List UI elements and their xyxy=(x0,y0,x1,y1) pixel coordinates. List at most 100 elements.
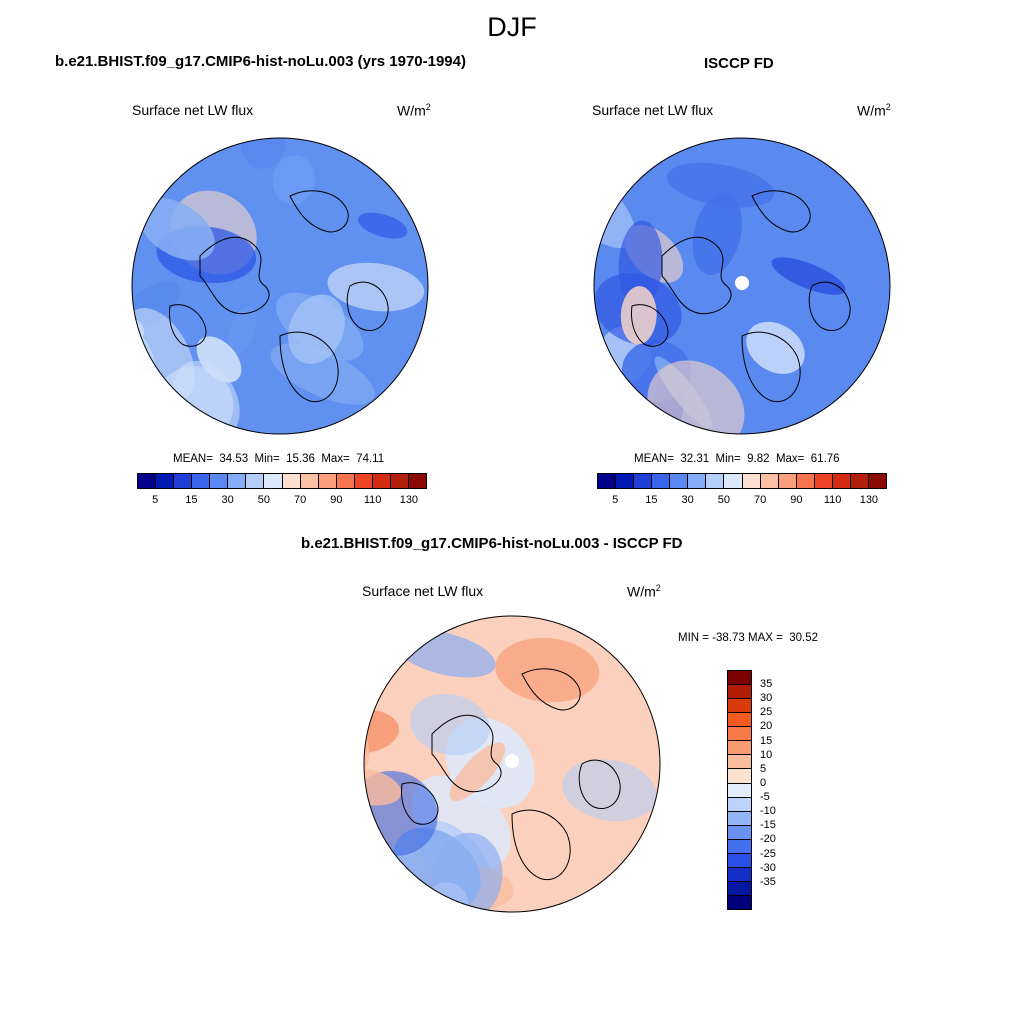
panel-3-minmax: MIN = -38.73 MAX = 30.52 xyxy=(678,632,818,644)
panel-2-variable: Surface net LW flux xyxy=(592,102,714,118)
colorbar-box xyxy=(778,474,797,488)
colorbar-box xyxy=(728,896,751,910)
colorbar-box xyxy=(156,474,175,488)
colorbar-box xyxy=(354,474,373,488)
panel-3-map xyxy=(362,614,662,914)
panel-1-colorbar xyxy=(137,473,427,489)
colorbar-box xyxy=(634,474,653,488)
figure-title: DJF xyxy=(487,12,537,42)
colorbar-tick-label: 20 xyxy=(760,720,773,733)
colorbar-box xyxy=(706,474,725,488)
colorbar-box xyxy=(760,474,779,488)
colorbar-tick-label: 110 xyxy=(823,494,842,506)
colorbar-tick-label: 5 xyxy=(612,494,619,506)
colorbar-box xyxy=(138,474,157,488)
panel-3-colorbar xyxy=(727,670,752,910)
colorbar-box xyxy=(300,474,319,488)
colorbar-box xyxy=(336,474,355,488)
colorbar-tick-label: 15 xyxy=(645,494,658,506)
panel-2-title: ISCCP FD xyxy=(704,55,774,72)
polar-map-difference xyxy=(363,615,661,913)
colorbar-tick-label: 30 xyxy=(221,494,234,506)
colorbar-box xyxy=(688,474,707,488)
colorbar-tick-label: -20 xyxy=(760,833,776,846)
colorbar-box xyxy=(210,474,229,488)
colorbar-box xyxy=(228,474,247,488)
colorbar-tick-label: 15 xyxy=(760,734,773,747)
colorbar-tick-label: 25 xyxy=(760,706,773,719)
colorbar-box xyxy=(796,474,815,488)
colorbar-tick-label: 0 xyxy=(760,776,767,789)
colorbar-tick-label: -5 xyxy=(760,791,770,804)
panel-3-variable: Surface net LW flux xyxy=(362,583,484,599)
panel-2-colorbar-ticks: 5 15 30 50 70 90 110 130 xyxy=(597,494,887,508)
polar-map-obs xyxy=(593,137,891,435)
colorbar-box xyxy=(728,769,751,784)
colorbar-box xyxy=(728,685,751,700)
colorbar-box xyxy=(728,713,751,728)
panel-3-title: b.e21.BHIST.f09_g17.CMIP6-hist-noLu.003 … xyxy=(301,535,683,552)
colorbar-tick-label: 90 xyxy=(330,494,343,506)
colorbar-tick-label: 10 xyxy=(760,748,773,761)
colorbar-box xyxy=(728,839,751,854)
panel-2-units: W/m2 xyxy=(857,102,891,119)
colorbar-box xyxy=(728,783,751,798)
colorbar-tick-label: -30 xyxy=(760,861,776,874)
colorbar-box xyxy=(728,825,751,840)
colorbar-box xyxy=(264,474,283,488)
colorbar-box xyxy=(728,755,751,770)
colorbar-box xyxy=(728,881,751,896)
panel-2-colorbar xyxy=(597,473,887,489)
colorbar-tick-label: 30 xyxy=(681,494,694,506)
colorbar-tick-label: 70 xyxy=(754,494,767,506)
colorbar-box xyxy=(728,853,751,868)
colorbar-box xyxy=(728,699,751,714)
colorbar-box xyxy=(372,474,391,488)
colorbar-tick-label: 70 xyxy=(294,494,307,506)
panel-1-stats: MEAN= 34.53 Min= 15.36 Max= 74.11 xyxy=(173,453,385,465)
colorbar-box xyxy=(742,474,761,488)
colorbar-box xyxy=(174,474,193,488)
colorbar-box xyxy=(318,474,337,488)
colorbar-box xyxy=(616,474,635,488)
panel-3-units: W/m2 xyxy=(627,583,661,600)
colorbar-box xyxy=(282,474,301,488)
colorbar-tick-label: -10 xyxy=(760,805,776,818)
colorbar-box xyxy=(652,474,671,488)
colorbar-box xyxy=(598,474,617,488)
panel-1-units: W/m2 xyxy=(397,102,431,119)
colorbar-tick-label: 5 xyxy=(152,494,159,506)
colorbar-box xyxy=(814,474,833,488)
panel-1-map xyxy=(130,136,430,436)
colorbar-box xyxy=(390,474,409,488)
panel-2-stats: MEAN= 32.31 Min= 9.82 Max= 61.76 xyxy=(634,453,840,465)
panel-1-title: b.e21.BHIST.f09_g17.CMIP6-hist-noLu.003 … xyxy=(55,53,466,70)
colorbar-tick-label: 110 xyxy=(363,494,382,506)
panel-1-colorbar-ticks: 5 15 30 50 70 90 110 130 xyxy=(137,494,427,508)
colorbar-box xyxy=(832,474,851,488)
colorbar-tick-label: -35 xyxy=(760,875,776,888)
colorbar-box xyxy=(728,811,751,826)
colorbar-box xyxy=(728,867,751,882)
colorbar-tick-label: 50 xyxy=(257,494,270,506)
colorbar-box xyxy=(728,797,751,812)
polar-map-model xyxy=(131,137,429,435)
panel-1-variable: Surface net LW flux xyxy=(132,102,254,118)
colorbar-box xyxy=(868,474,886,488)
colorbar-tick-label: -25 xyxy=(760,847,776,860)
colorbar-tick-label: 30 xyxy=(760,692,773,705)
colorbar-box xyxy=(192,474,211,488)
colorbar-tick-label: 130 xyxy=(859,494,879,506)
colorbar-box xyxy=(728,671,751,686)
colorbar-tick-label: 90 xyxy=(790,494,803,506)
colorbar-tick-label: 15 xyxy=(185,494,198,506)
colorbar-tick-label: 50 xyxy=(717,494,730,506)
colorbar-box xyxy=(408,474,426,488)
colorbar-tick-label: 5 xyxy=(760,762,767,775)
colorbar-box xyxy=(670,474,689,488)
colorbar-box xyxy=(728,741,751,756)
colorbar-tick-label: 35 xyxy=(760,678,773,691)
colorbar-box xyxy=(850,474,869,488)
colorbar-box xyxy=(728,727,751,742)
colorbar-box xyxy=(246,474,265,488)
